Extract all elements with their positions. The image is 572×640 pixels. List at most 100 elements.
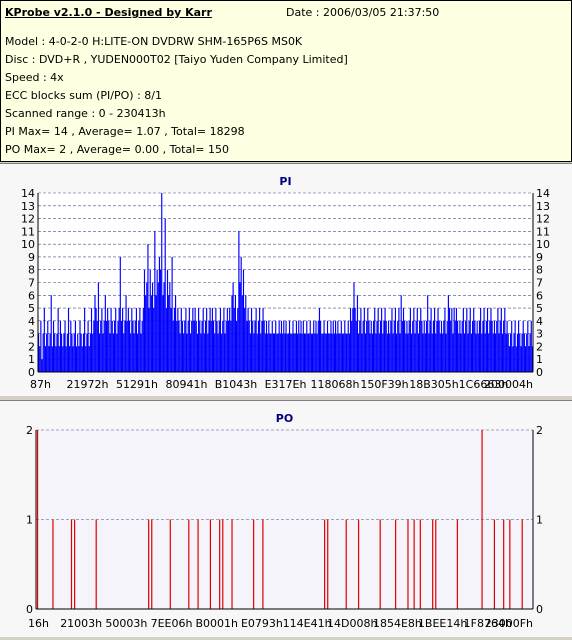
data-bar: [254, 320, 256, 372]
data-bar: [370, 320, 372, 372]
data-bar: [195, 320, 197, 372]
data-bar: [461, 320, 463, 372]
data-bar: [63, 333, 65, 372]
x-tick-label: 1F8764h: [464, 617, 512, 630]
data-bar: [455, 308, 458, 372]
po-summary: PO Max= 2 , Average= 0.00 , Total= 150: [5, 143, 229, 156]
y-tick-label-right: 9: [536, 251, 543, 264]
data-bar: [378, 333, 380, 372]
data-bar: [279, 333, 281, 372]
data-bar: [271, 320, 273, 372]
pi-summary: PI Max= 14 , Average= 1.07 , Total= 1829…: [5, 125, 245, 138]
data-bar: [230, 320, 232, 372]
data-bar: [176, 320, 178, 372]
y-tick-label-left: 13: [21, 200, 35, 213]
data-bar: [445, 333, 447, 372]
y-tick-label-right: 11: [536, 225, 550, 238]
data-bar: [194, 308, 196, 372]
data-bar: [199, 320, 201, 372]
data-bar: [264, 333, 266, 372]
data-bar: [64, 320, 66, 372]
drive-model: Model : 4-0-2-0 H:LITE-ON DVDRW SHM-165P…: [5, 35, 303, 48]
data-bar: [400, 295, 402, 372]
data-bar: [108, 320, 110, 372]
data-bar: [127, 308, 129, 372]
data-bar: [102, 333, 104, 372]
data-bar: [363, 308, 365, 372]
data-bar: [330, 320, 332, 372]
data-bar: [142, 308, 144, 372]
x-tick-label: 21003h: [60, 617, 102, 630]
data-bar: [500, 308, 502, 372]
data-bar: [232, 282, 234, 372]
data-bar: [43, 308, 45, 372]
data-bar: [453, 308, 455, 372]
data-bar: [226, 308, 228, 372]
data-bar: [469, 308, 471, 372]
data-bar: [424, 333, 426, 372]
data-bar: [79, 320, 81, 372]
data-bar: [81, 346, 83, 372]
data-bar: [123, 333, 125, 372]
y-tick-label-right: 2: [536, 340, 543, 353]
data-bar: [93, 320, 95, 372]
data-bar: [303, 333, 306, 372]
data-bar: [451, 308, 453, 372]
y-tick-label-right: 14: [536, 187, 550, 200]
data-bar: [396, 333, 398, 372]
data-bar: [48, 346, 50, 372]
data-bar: [179, 333, 181, 372]
data-bar: [529, 333, 531, 372]
data-bar: [206, 308, 208, 372]
x-tick-label: 114E41h: [283, 617, 332, 630]
x-tick-label: 80941h: [166, 378, 208, 391]
x-tick-label: 50003h: [105, 617, 147, 630]
data-bar: [368, 320, 370, 372]
data-bar: [153, 308, 155, 372]
data-bar: [72, 346, 74, 372]
data-bar: [113, 320, 116, 372]
y-tick-label-right: 4: [536, 315, 543, 328]
data-bar: [438, 320, 440, 372]
data-bar: [222, 320, 224, 372]
data-bar: [478, 320, 481, 372]
data-bar: [292, 320, 294, 372]
y-tick-label-left: 7: [28, 277, 35, 290]
data-bar: [509, 333, 512, 372]
data-bar: [57, 308, 59, 372]
data-bar: [170, 308, 172, 372]
data-bar: [420, 308, 422, 372]
data-bar: [181, 320, 184, 372]
data-bar: [309, 320, 311, 372]
data-bar: [295, 320, 298, 372]
data-bar: [253, 333, 255, 372]
data-bar: [120, 320, 123, 372]
data-bar: [268, 320, 270, 372]
data-bar: [280, 320, 283, 372]
data-bar: [376, 320, 378, 372]
data-bar: [466, 308, 468, 372]
data-bar: [454, 320, 456, 372]
data-bar: [450, 320, 452, 372]
x-tick-label: 200004h: [484, 378, 533, 391]
data-bar: [428, 333, 430, 372]
x-tick-label: 14D008h: [327, 617, 377, 630]
data-bar: [416, 308, 418, 372]
data-bar: [379, 320, 382, 372]
x-tick-label: 87h: [30, 378, 51, 391]
data-bar: [233, 308, 235, 372]
data-bar: [290, 333, 292, 372]
data-bar: [307, 333, 309, 372]
data-bar: [508, 346, 510, 372]
data-bar: [82, 333, 85, 372]
x-tick-label: 16h: [28, 617, 49, 630]
data-bar: [99, 333, 101, 372]
data-bar: [278, 320, 280, 372]
data-bar: [73, 333, 75, 372]
data-bar: [116, 333, 118, 372]
data-bar: [201, 320, 203, 372]
data-bar: [157, 282, 159, 372]
data-bar: [397, 320, 399, 372]
data-bar: [444, 308, 446, 372]
data-bar: [75, 346, 78, 372]
